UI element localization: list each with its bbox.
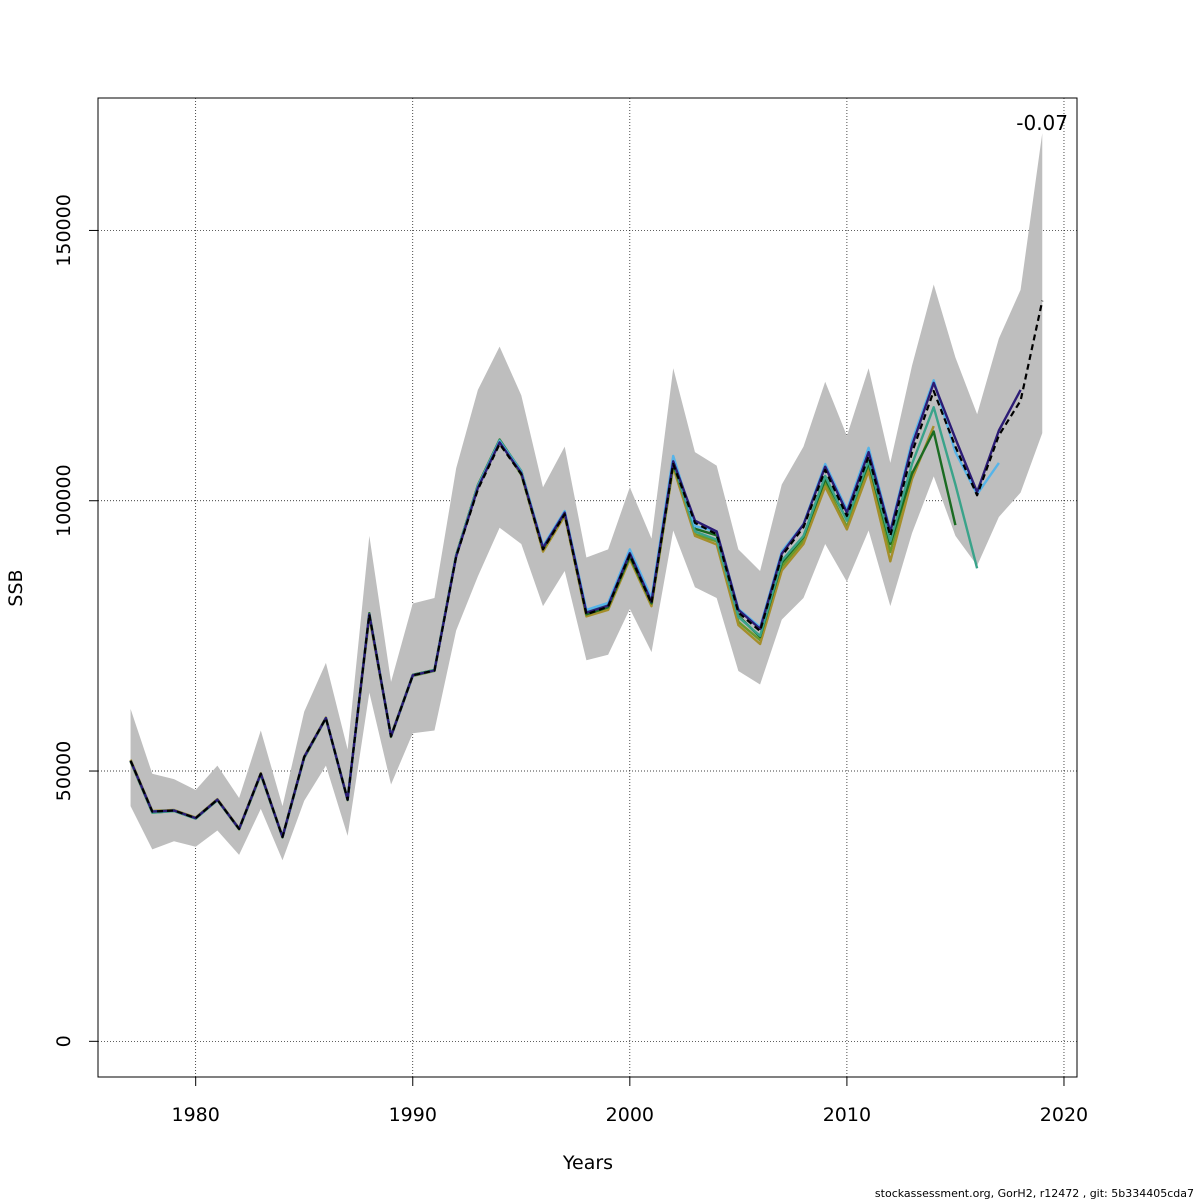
y-tick-label-100000: 100000 bbox=[53, 464, 75, 537]
confidence-band bbox=[130, 133, 1043, 861]
x-tick-label-2000: 2000 bbox=[606, 1104, 654, 1126]
y-axis-title: SSB bbox=[5, 569, 27, 606]
x-axis: 1980 1990 2000 2010 2020 bbox=[172, 1077, 1088, 1126]
y-tick-label-50000: 50000 bbox=[53, 741, 75, 801]
y-tick-label-150000: 150000 bbox=[53, 194, 75, 267]
series-line-0 bbox=[129, 300, 1044, 839]
x-axis-title: Years bbox=[562, 1152, 613, 1174]
x-tick-label-2020: 2020 bbox=[1040, 1104, 1088, 1126]
footer-credit: stockassessment.org, GorH2, r12472 , git… bbox=[875, 1187, 1194, 1200]
plot-frame bbox=[97, 97, 1078, 1078]
x-tick-label-1980: 1980 bbox=[172, 1104, 220, 1126]
x-tick-label-1990: 1990 bbox=[389, 1104, 437, 1126]
x-tick-label-2010: 2010 bbox=[823, 1104, 871, 1126]
y-axis: 0 50000 100000 150000 bbox=[53, 194, 98, 1047]
y-tick-label-0: 0 bbox=[53, 1035, 75, 1047]
series-lines bbox=[129, 300, 1044, 839]
retro-rho-annotation: -0.07 bbox=[1016, 111, 1068, 135]
